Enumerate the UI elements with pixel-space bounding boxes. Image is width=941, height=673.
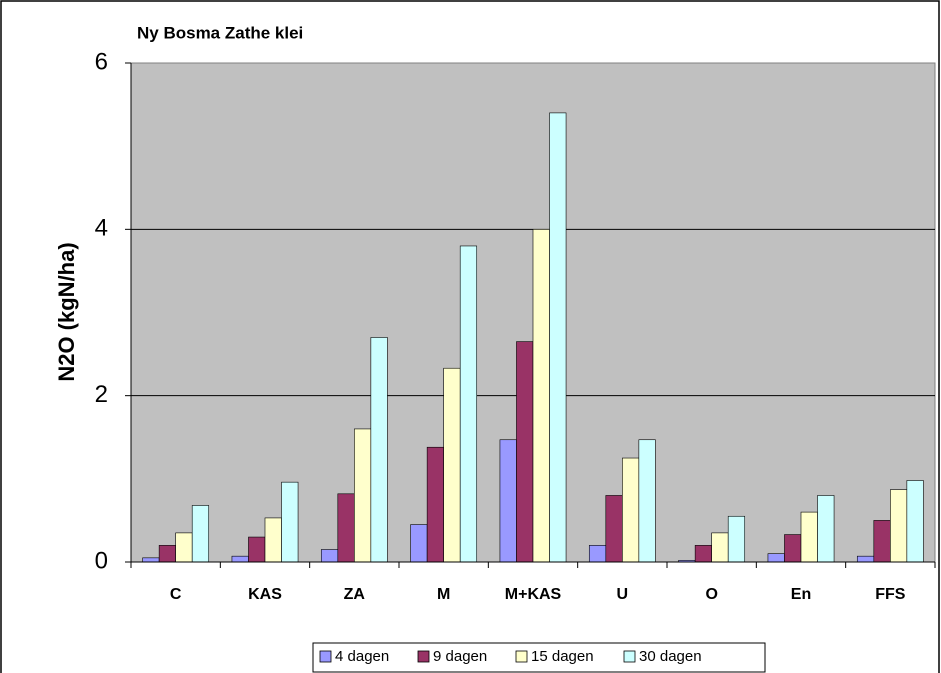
bar [588,545,607,563]
bar [516,341,534,563]
legend-swatch [319,650,332,663]
bar [499,439,517,563]
bar [549,112,567,563]
legend-label: 30 dagen [639,648,702,665]
x-tick-label: U [617,586,629,603]
chart-title: Ny Bosma Zathe klei [137,23,303,42]
x-tick-label: ZA [344,586,366,603]
bar [410,524,428,563]
bar [532,229,550,563]
bar [767,553,785,563]
x-tick-label: O [705,586,717,603]
legend-swatch [623,650,636,663]
bar [817,495,835,563]
bar [248,536,266,563]
bar [191,505,210,563]
legend [312,642,766,673]
bar [142,557,160,563]
bar [426,446,444,563]
bar [175,532,193,563]
bar [906,480,924,563]
x-tick-label: C [170,586,182,603]
bar [264,517,282,563]
y-tick-label: 2 [95,381,108,408]
bar [354,428,372,563]
bar [694,545,712,563]
bar [370,337,388,563]
bar [459,245,478,563]
bar [711,532,729,563]
legend-label: 9 dagen [433,648,487,665]
y-tick-label: 4 [95,215,108,242]
y-axis-label: N2O (kgN/ha) [54,242,79,381]
bar [622,457,640,563]
legend-swatch [417,650,430,663]
bar [281,481,299,563]
bar [890,489,908,563]
y-tick-label: 0 [95,547,108,574]
bar [856,555,875,563]
x-tick-label: M [437,586,450,603]
legend-swatch [515,650,528,663]
x-tick-label: En [791,586,811,603]
bar [231,555,249,563]
bar [800,511,818,563]
x-tick-label: KAS [248,586,282,603]
bar [605,495,623,563]
bar [784,534,802,563]
bar [337,493,355,563]
bar [320,549,339,563]
bar [873,520,891,563]
x-tick-label: M+KAS [505,586,562,603]
bar [638,439,656,563]
bar [727,515,746,563]
legend-label: 15 dagen [531,648,594,665]
x-tick-label: FFS [875,586,906,603]
legend-label: 4 dagen [335,648,389,665]
bar [443,367,461,563]
bar [158,545,176,563]
y-tick-label: 6 [95,48,108,75]
